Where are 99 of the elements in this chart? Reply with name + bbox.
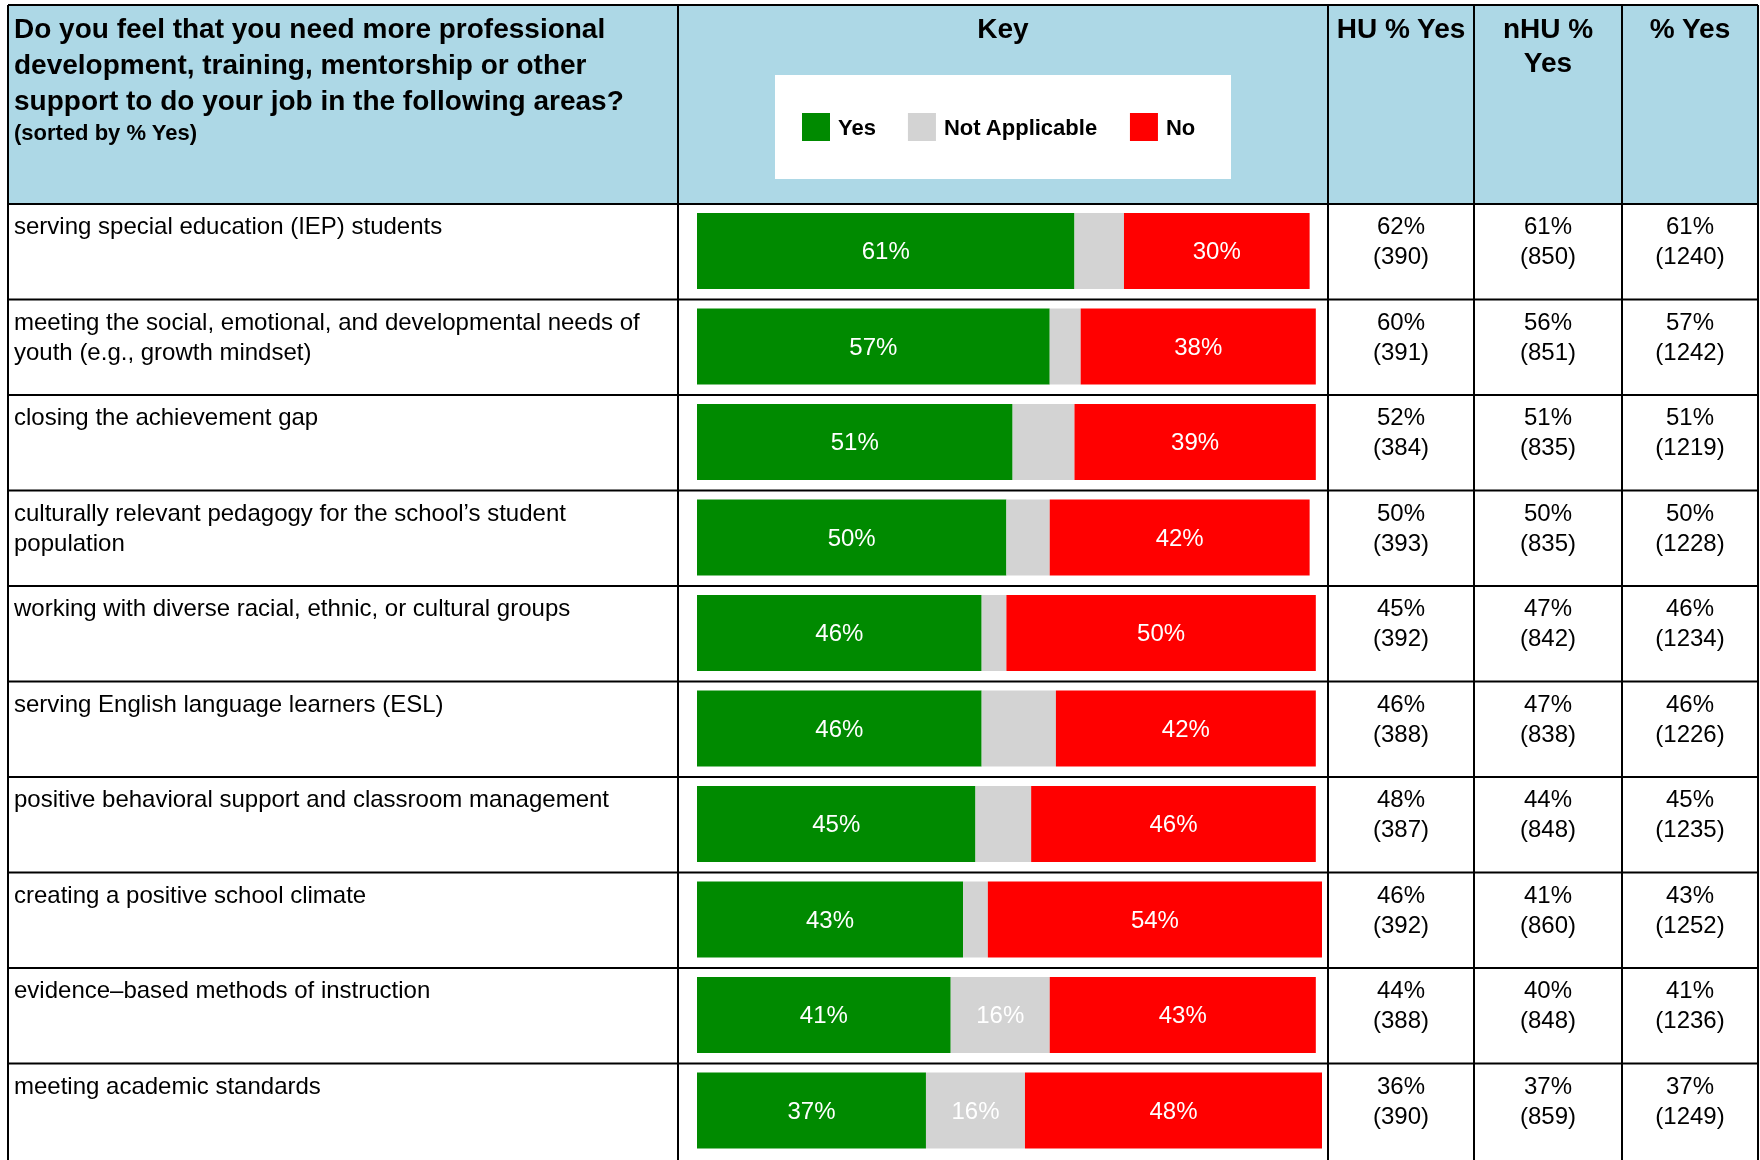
y-tick-label: working with diverse racial, ethnic, or cultural groups bbox=[13, 594, 571, 621]
text: 61% (1240) bbox=[1655, 212, 1725, 269]
text: 48% (387) bbox=[1372, 785, 1430, 842]
text: % Yes bbox=[1649, 13, 1731, 44]
text: 47% (838) bbox=[1519, 689, 1577, 747]
legend-label: Not Applicable bbox=[943, 114, 1098, 140]
bar bbox=[697, 690, 982, 767]
legend-label: No bbox=[1165, 114, 1196, 140]
text: 47% (842) bbox=[1519, 594, 1577, 651]
text: 45% (392) bbox=[1372, 594, 1430, 651]
data-label: 46% bbox=[815, 619, 864, 647]
text: 46% (1226) bbox=[1655, 689, 1725, 747]
bar bbox=[1012, 404, 1075, 480]
text: 52% (384) bbox=[1372, 403, 1430, 460]
data-label: 41% bbox=[799, 1001, 848, 1029]
text: 62% (390) bbox=[1372, 212, 1430, 269]
data-label: 50% bbox=[1137, 619, 1186, 647]
text: 51% (1219) bbox=[1655, 403, 1725, 460]
text: Do you feel that you need more professional development, training, mentorship or other support to do your job in the following areas? bbox=[14, 13, 624, 116]
bar bbox=[697, 881, 964, 958]
y-tick-label: evidence–based methods of instruction bbox=[14, 976, 431, 1003]
data-label: 61% bbox=[861, 237, 910, 265]
text: nHU % Yes bbox=[1502, 13, 1594, 78]
data-label: 51% bbox=[830, 428, 879, 456]
data-label: 54% bbox=[1130, 905, 1179, 933]
y-tick-label: meeting the social, emotional, and developmental needs of youth (e.g., growth mindset) bbox=[14, 307, 641, 365]
text: 41% (1236) bbox=[1655, 976, 1725, 1033]
text: 44% (388) bbox=[1372, 976, 1430, 1033]
data-label: 30% bbox=[1192, 237, 1241, 265]
text: HU % Yes bbox=[1336, 13, 1466, 44]
bar bbox=[1074, 404, 1316, 480]
bar bbox=[1074, 213, 1124, 289]
bar bbox=[697, 977, 951, 1053]
bar bbox=[1080, 308, 1316, 385]
bar bbox=[1049, 977, 1316, 1053]
bar bbox=[1123, 213, 1310, 289]
text: 41% (860) bbox=[1519, 880, 1577, 938]
bar bbox=[697, 308, 1050, 385]
data-label: 42% bbox=[1155, 523, 1204, 551]
bar bbox=[697, 213, 1075, 289]
data-label: 50% bbox=[827, 523, 876, 551]
text: 57% (1242) bbox=[1655, 307, 1725, 365]
bar bbox=[1049, 499, 1310, 576]
bar bbox=[975, 786, 1032, 862]
y-tick-label: meeting academic standards bbox=[14, 1071, 321, 1099]
data-label: 46% bbox=[1149, 810, 1198, 838]
text: 45% (1235) bbox=[1655, 785, 1725, 842]
text: 37% (1249) bbox=[1655, 1071, 1725, 1129]
bar bbox=[1055, 690, 1316, 767]
text: 37% (859) bbox=[1519, 1071, 1577, 1129]
bar bbox=[987, 881, 1322, 958]
data-label: 46% bbox=[815, 714, 864, 742]
bar bbox=[1006, 499, 1050, 576]
text: 44% (848) bbox=[1519, 785, 1577, 842]
text: 51% (835) bbox=[1519, 403, 1577, 460]
data-label: 38% bbox=[1174, 332, 1223, 360]
bar bbox=[950, 977, 1050, 1053]
bar bbox=[981, 690, 1056, 767]
data-label: 45% bbox=[812, 810, 861, 838]
text: 40% (848) bbox=[1519, 976, 1577, 1033]
text: 50% (393) bbox=[1372, 498, 1430, 556]
y-tick-label: serving English language learners (ESL) bbox=[14, 689, 444, 717]
text: 50% (1228) bbox=[1655, 498, 1725, 556]
bar bbox=[963, 881, 988, 958]
bar bbox=[697, 595, 982, 671]
data-label: 37% bbox=[787, 1096, 836, 1124]
y-tick-label: positive behavioral support and classroom management bbox=[14, 785, 610, 812]
bar bbox=[1049, 308, 1081, 385]
text: 36% (390) bbox=[1372, 1071, 1430, 1129]
text: 61% (850) bbox=[1519, 212, 1577, 269]
data-label: 57% bbox=[849, 332, 898, 360]
data-label: 48% bbox=[1149, 1096, 1198, 1124]
text: 43% (1252) bbox=[1655, 880, 1725, 938]
bar bbox=[925, 1072, 1025, 1149]
legend-label: Yes bbox=[838, 114, 876, 140]
bar bbox=[697, 786, 976, 862]
text: 46% (1234) bbox=[1655, 594, 1725, 651]
bar bbox=[1024, 1072, 1322, 1149]
legend-title: Key bbox=[977, 13, 1030, 44]
y-tick-label: serving special education (IEP) students bbox=[14, 212, 443, 239]
bar bbox=[1031, 786, 1316, 862]
text: 60% (391) bbox=[1372, 307, 1430, 365]
bar bbox=[697, 499, 1007, 576]
text: 56% (851) bbox=[1519, 307, 1577, 365]
data-label: 43% bbox=[806, 905, 855, 933]
text: 46% (392) bbox=[1372, 880, 1430, 938]
data-label: 43% bbox=[1158, 1001, 1207, 1029]
data-label: 39% bbox=[1171, 428, 1220, 456]
bar bbox=[697, 404, 1013, 480]
data-label: 42% bbox=[1161, 714, 1210, 742]
y-tick-label: creating a positive school climate bbox=[14, 880, 367, 908]
bar bbox=[697, 1072, 926, 1149]
bar bbox=[1006, 595, 1316, 671]
y-tick-label: closing the achievement gap bbox=[14, 403, 319, 430]
bar bbox=[981, 595, 1007, 671]
text: 46% (388) bbox=[1372, 689, 1430, 747]
text: 50% (835) bbox=[1519, 498, 1577, 556]
text: (sorted by % Yes) bbox=[14, 120, 197, 145]
y-tick-label: culturally relevant pedagogy for the school’s student population bbox=[14, 498, 567, 556]
